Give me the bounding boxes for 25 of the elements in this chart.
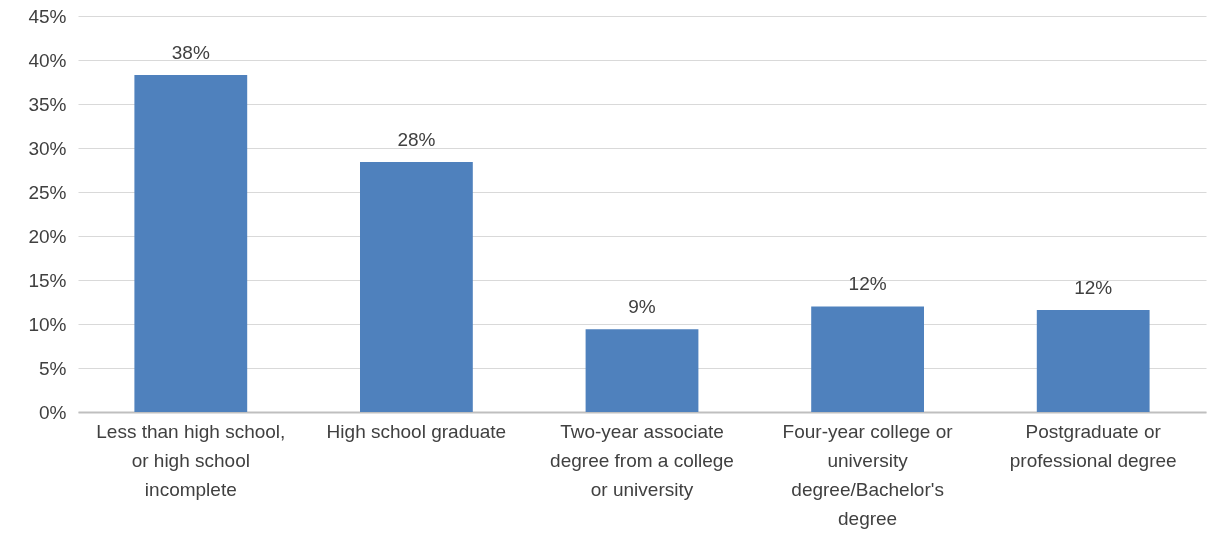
y-tick-label: 25% bbox=[28, 181, 67, 203]
data-label: 9% bbox=[628, 296, 656, 318]
bar bbox=[811, 306, 924, 412]
data-label: 28% bbox=[397, 129, 436, 151]
y-tick-label: 5% bbox=[39, 357, 67, 379]
data-label: 12% bbox=[848, 273, 887, 295]
bar bbox=[134, 74, 248, 412]
bar bbox=[1036, 309, 1150, 412]
y-tick-label: 20% bbox=[28, 225, 67, 247]
x-tick-label: Two-year associate degree from a college or university bbox=[550, 420, 734, 500]
y-tick-label: 35% bbox=[28, 93, 67, 115]
bar bbox=[585, 329, 699, 412]
x-tick-label: Postgraduate or professional degree bbox=[1009, 420, 1177, 471]
x-tick-label: High school graduate bbox=[326, 420, 507, 442]
data-label: 12% bbox=[1074, 276, 1113, 298]
y-tick-label: 15% bbox=[28, 269, 67, 291]
x-tick-label: Less than high school, or high school incomplete bbox=[96, 420, 286, 500]
y-tick-label: 45% bbox=[28, 5, 67, 27]
bar bbox=[360, 162, 473, 412]
data-label: 38% bbox=[171, 41, 210, 63]
y-tick-label: 0% bbox=[39, 401, 67, 423]
y-tick-label: 10% bbox=[28, 313, 67, 335]
y-tick-label: 30% bbox=[28, 137, 67, 159]
x-tick-label: Four-year college or university degree/Bachelor's degree bbox=[782, 420, 954, 529]
y-tick-label: 40% bbox=[28, 49, 67, 71]
